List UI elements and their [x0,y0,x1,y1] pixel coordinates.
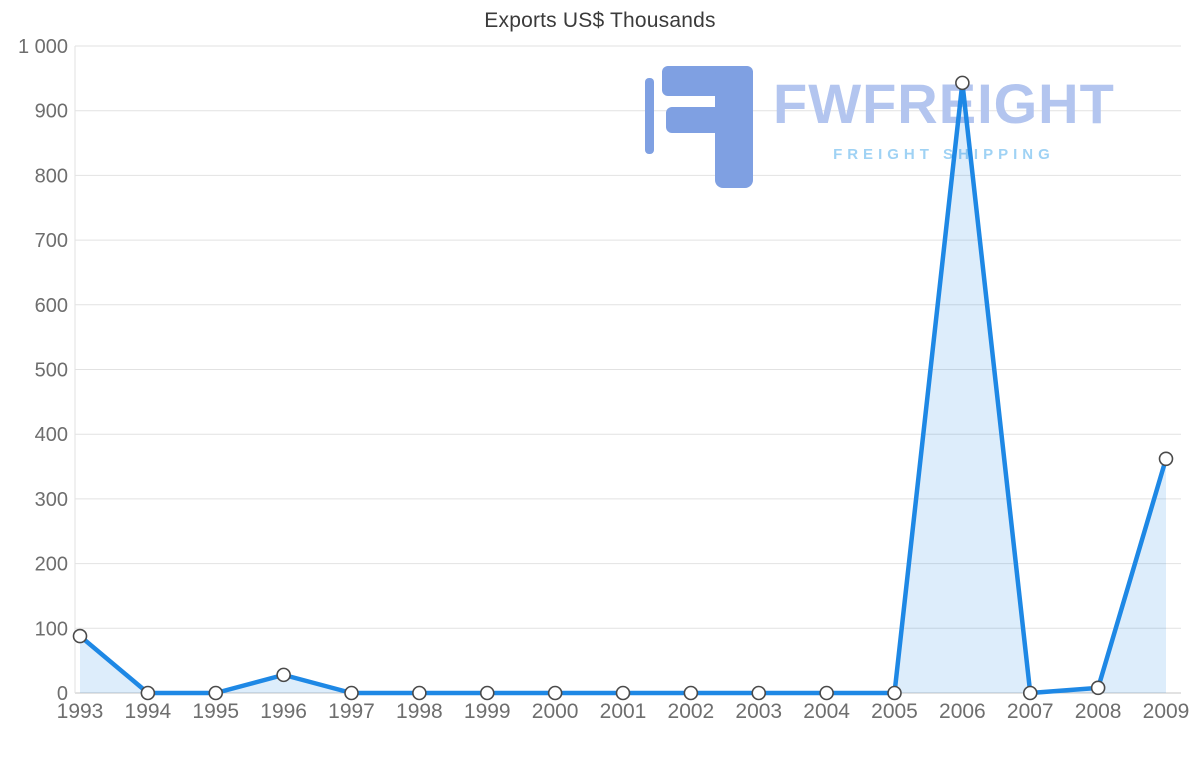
y-axis-label: 0 [57,683,68,705]
x-axis-label: 2005 [871,700,918,723]
y-axis-label: 500 [35,360,68,382]
data-point-marker[interactable] [140,685,156,701]
chart-title: Exports US$ Thousands [484,9,716,32]
data-point-marker[interactable] [412,685,427,701]
x-axis-label: 2001 [600,700,647,723]
data-point-marker[interactable] [819,685,834,701]
x-axis-label: 2008 [1075,700,1122,723]
x-axis-label: 1993 [57,700,104,723]
fwfreight-logo-icon [645,66,753,188]
data-point-marker[interactable] [72,628,88,644]
watermark-brand-text: FWFREIGHT [773,72,1115,135]
x-axis-label: 2000 [532,700,579,723]
data-point-marker[interactable] [208,685,224,701]
area-fill [80,82,1166,693]
data-point-marker[interactable] [1022,685,1038,701]
x-axis-label: 2002 [668,700,715,723]
data-point-marker[interactable] [683,685,699,701]
y-axis-label: 1 000 [18,36,68,58]
x-axis-label: 1996 [260,700,307,723]
y-axis-label: 900 [35,101,68,123]
y-axis-label: 400 [35,424,68,446]
x-axis-label: 2009 [1143,700,1190,723]
y-axis-label: 600 [35,295,68,317]
x-axis-label: 1999 [464,700,511,723]
data-point-marker[interactable] [1090,680,1106,696]
data-point-marker[interactable] [1158,451,1174,467]
data-point-marker[interactable] [615,685,631,701]
data-point-marker[interactable] [479,685,495,701]
data-point-marker[interactable] [276,667,291,683]
x-axis-label: 2003 [735,700,782,723]
data-point-marker[interactable] [955,75,970,91]
y-axis-label: 700 [35,230,68,252]
y-axis-label: 300 [35,489,68,511]
y-axis-label: 800 [35,165,68,187]
data-point-marker[interactable] [887,685,902,701]
x-axis-label: 1995 [192,700,239,723]
x-axis-label: 1994 [125,700,172,723]
x-axis-label: 1998 [396,700,443,723]
data-point-marker[interactable] [751,685,767,701]
y-axis-label: 200 [35,554,68,576]
x-axis-label: 2004 [803,700,850,723]
x-axis-label: 1997 [328,700,375,723]
x-axis-label: 2007 [1007,700,1054,723]
y-axis-label: 100 [35,618,68,640]
data-point-marker[interactable] [547,685,563,701]
x-axis-label: 2006 [939,700,986,723]
data-point-marker[interactable] [344,685,359,701]
watermark-tagline-text: FREIGHT SHIPPING [833,146,1055,163]
watermark: FWFREIGHT FREIGHT SHIPPING [645,66,1115,188]
watermark-text: FWFREIGHT FREIGHT SHIPPING [773,72,1115,164]
